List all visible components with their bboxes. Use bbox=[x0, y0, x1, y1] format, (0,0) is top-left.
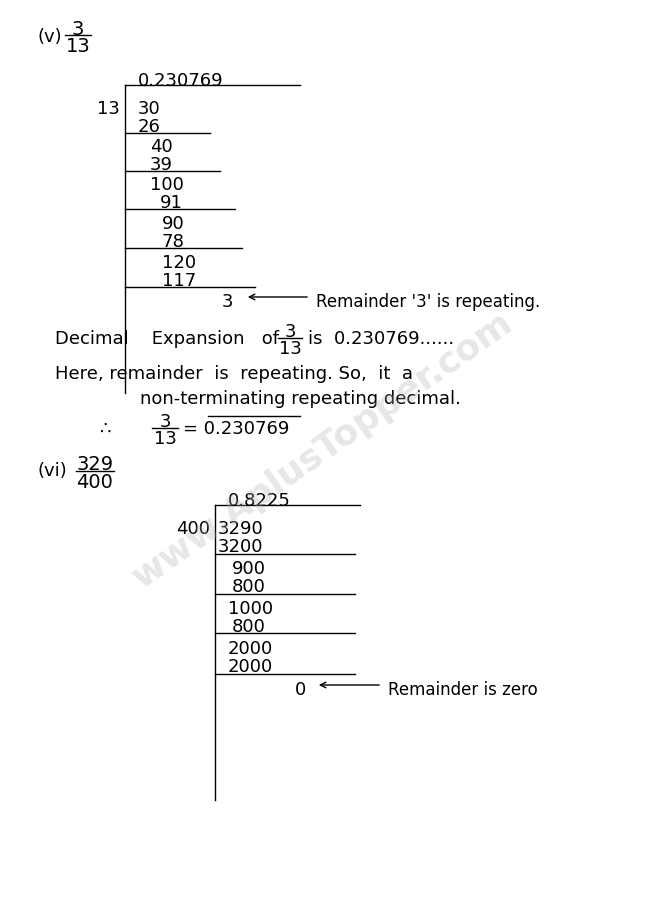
Text: 3: 3 bbox=[284, 323, 296, 341]
Text: 900: 900 bbox=[232, 560, 266, 578]
Text: 3: 3 bbox=[159, 413, 171, 431]
Text: 117: 117 bbox=[162, 272, 196, 290]
Text: 3: 3 bbox=[72, 20, 84, 39]
Text: 13: 13 bbox=[279, 340, 302, 358]
Text: Remainder is zero: Remainder is zero bbox=[388, 681, 538, 699]
Text: 400: 400 bbox=[76, 473, 113, 492]
Text: non-terminating repeating decimal.: non-terminating repeating decimal. bbox=[140, 390, 461, 408]
Text: 329: 329 bbox=[76, 455, 114, 474]
Text: 78: 78 bbox=[162, 233, 185, 251]
Text: 26: 26 bbox=[138, 118, 161, 136]
Text: (v): (v) bbox=[38, 28, 63, 46]
Text: www.AplusTopper.com: www.AplusTopper.com bbox=[126, 305, 520, 595]
Text: 91: 91 bbox=[160, 194, 183, 212]
Text: is  0.230769......: is 0.230769...... bbox=[308, 330, 454, 348]
Text: 3290: 3290 bbox=[218, 520, 264, 538]
Text: Here, remainder  is  repeating. So,  it  a: Here, remainder is repeating. So, it a bbox=[55, 365, 413, 383]
Text: 100: 100 bbox=[150, 176, 184, 194]
Text: 13: 13 bbox=[65, 37, 91, 56]
Text: 3200: 3200 bbox=[218, 538, 263, 556]
Text: 13: 13 bbox=[153, 430, 177, 448]
Text: (vi): (vi) bbox=[38, 462, 68, 480]
Text: ∴: ∴ bbox=[100, 420, 111, 438]
Text: 400: 400 bbox=[176, 520, 210, 538]
Text: 40: 40 bbox=[150, 138, 173, 156]
Text: 0.230769: 0.230769 bbox=[138, 72, 224, 90]
Text: 800: 800 bbox=[232, 578, 266, 596]
Text: Decimal    Expansion   of: Decimal Expansion of bbox=[55, 330, 279, 348]
Text: 30: 30 bbox=[138, 100, 160, 118]
Text: 2000: 2000 bbox=[228, 658, 273, 676]
Text: = 0.230769: = 0.230769 bbox=[183, 420, 289, 438]
Text: Remainder '3' is repeating.: Remainder '3' is repeating. bbox=[316, 293, 540, 311]
Text: 39: 39 bbox=[150, 156, 173, 174]
Text: 3: 3 bbox=[222, 293, 234, 311]
Text: 13: 13 bbox=[97, 100, 120, 118]
Text: 1000: 1000 bbox=[228, 600, 273, 618]
Text: 2000: 2000 bbox=[228, 640, 273, 658]
Text: 0: 0 bbox=[295, 681, 306, 699]
Text: 0.8225: 0.8225 bbox=[228, 492, 291, 510]
Text: 90: 90 bbox=[162, 215, 185, 233]
Text: 800: 800 bbox=[232, 618, 266, 636]
Text: 120: 120 bbox=[162, 254, 196, 272]
